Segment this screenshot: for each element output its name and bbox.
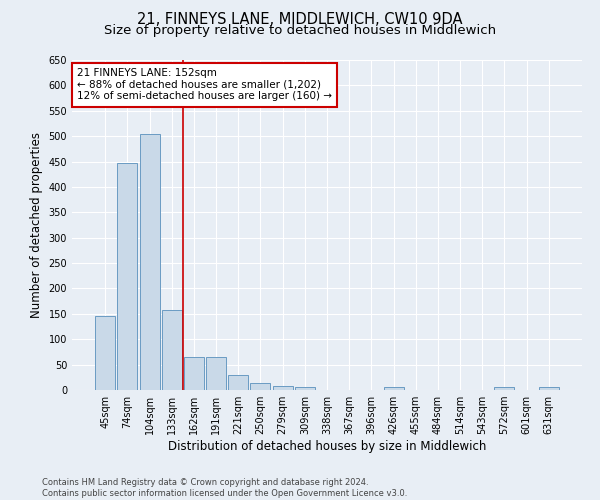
Bar [184,357,204,390]
Bar [140,134,160,390]
Bar [539,388,559,390]
Bar [295,388,315,390]
Text: 21 FINNEYS LANE: 152sqm
← 88% of detached houses are smaller (1,202)
12% of semi: 21 FINNEYS LANE: 152sqm ← 88% of detache… [77,68,332,102]
Bar [95,316,115,390]
Text: Size of property relative to detached houses in Middlewich: Size of property relative to detached ho… [104,24,496,37]
Bar [228,375,248,390]
Bar [494,388,514,390]
Bar [272,386,293,390]
Text: Contains HM Land Registry data © Crown copyright and database right 2024.
Contai: Contains HM Land Registry data © Crown c… [42,478,407,498]
Bar [162,310,182,390]
Bar [250,384,271,390]
Text: 21, FINNEYS LANE, MIDDLEWICH, CW10 9DA: 21, FINNEYS LANE, MIDDLEWICH, CW10 9DA [137,12,463,28]
Bar [383,388,404,390]
X-axis label: Distribution of detached houses by size in Middlewich: Distribution of detached houses by size … [168,440,486,453]
Bar [118,162,137,390]
Bar [206,357,226,390]
Y-axis label: Number of detached properties: Number of detached properties [30,132,43,318]
